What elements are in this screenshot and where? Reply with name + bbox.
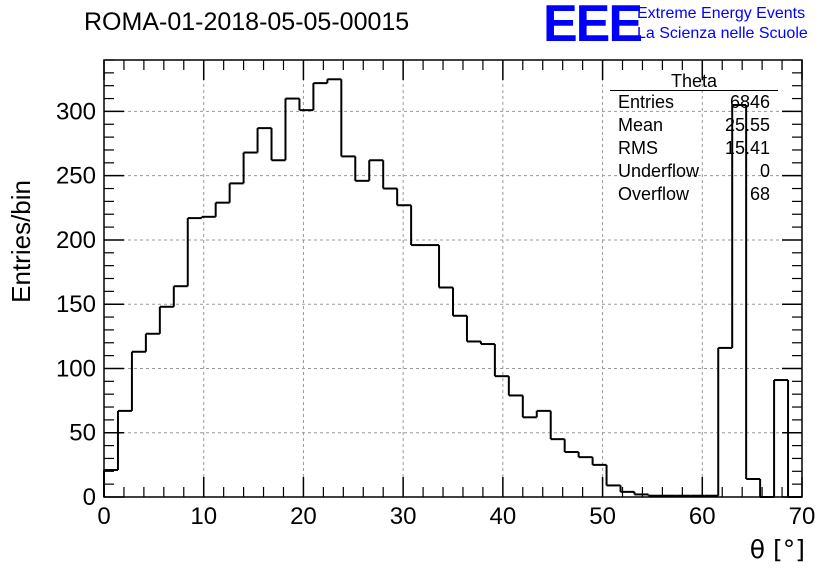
stats-title: Theta — [610, 72, 778, 91]
stats-label: Underflow — [618, 161, 700, 181]
stats-row-mean: Mean 25.55 — [610, 114, 778, 137]
y-tick-label: 150 — [56, 291, 96, 318]
stats-label: RMS — [618, 138, 658, 158]
x-tick-label: 10 — [190, 503, 217, 530]
stats-row-underflow: Underflow 0 — [610, 160, 778, 183]
logo-tagline-2: La Scienza nelle Scuole — [637, 25, 808, 42]
x-tick-label: 20 — [290, 503, 317, 530]
x-tick-label: 40 — [490, 503, 517, 530]
stats-value: 25.55 — [724, 115, 770, 135]
stats-row-rms: RMS 15.41 — [610, 137, 778, 160]
stats-value: 15.41 — [724, 138, 770, 158]
eee-logo: EEE — [543, 0, 643, 53]
histogram-layer — [103, 78, 802, 498]
axis-tick-labels: 0 10 20 30 40 50 60 70 0 50 100 150 200 250 300 — [56, 98, 815, 530]
x-tick-label: 30 — [390, 503, 417, 530]
run-title: ROMA-01-2018-05-05-00015 — [84, 8, 410, 36]
stats-value: 6846 — [729, 92, 770, 112]
stats-value: 0 — [759, 161, 770, 181]
stats-label: Overflow — [618, 184, 690, 204]
y-tick-label: 250 — [56, 163, 96, 190]
x-tick-label: 0 — [97, 503, 110, 530]
x-axis-label: θ [°] — [750, 535, 805, 564]
y-tick-label: 0 — [83, 484, 96, 511]
stats-row-overflow: Overflow 68 — [610, 183, 778, 206]
stats-box: Theta Entries 6846 Mean 25.55 RMS 15.41 … — [610, 72, 778, 206]
stats-row-entries: Entries 6846 — [610, 91, 778, 114]
x-tick-label: 70 — [789, 503, 816, 530]
stats-value: 68 — [749, 184, 770, 204]
y-axis-label: Entries/bin — [6, 180, 36, 303]
stats-label: Entries — [618, 92, 675, 112]
logo-tagline-1: Extreme Energy Events — [637, 5, 806, 22]
y-tick-label: 200 — [56, 227, 96, 254]
y-tick-label: 50 — [69, 420, 96, 447]
y-tick-label: 300 — [56, 98, 96, 125]
grid-lines — [104, 60, 802, 497]
axis-ticks — [103, 59, 803, 498]
x-tick-label: 60 — [689, 503, 716, 530]
x-tick-label: 50 — [589, 503, 616, 530]
stats-label: Mean — [618, 115, 664, 135]
y-tick-label: 100 — [56, 355, 96, 382]
